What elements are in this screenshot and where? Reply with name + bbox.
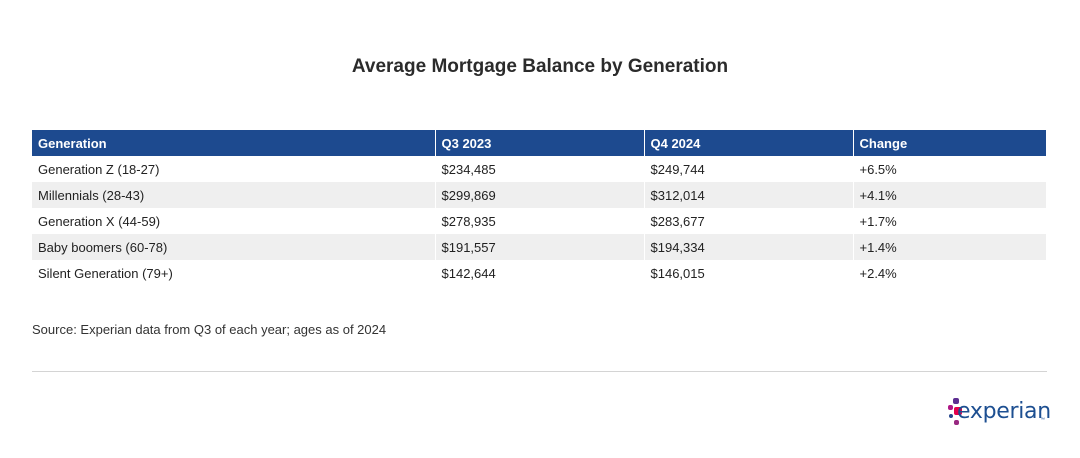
cell-q4-2024: $312,014 <box>643 182 853 208</box>
cell-q4-2024: $249,744 <box>643 156 853 182</box>
cell-change: +4.1% <box>852 182 1046 208</box>
cell-q3-2023: $299,869 <box>434 182 644 208</box>
cell-generation: Generation X (44-59) <box>38 213 161 229</box>
cell-q3-2023: $142,644 <box>434 260 644 286</box>
header-q4-2024: Q4 2024 <box>643 130 853 156</box>
header-generation: Generation <box>32 130 435 156</box>
table-row: Baby boomers (60-78) $191,557 $194,334 +… <box>32 234 1046 260</box>
header-change: Change <box>852 130 1046 156</box>
logo-wordmark: experian <box>957 399 1051 424</box>
experian-logo: experian ™ <box>948 398 1051 432</box>
table-row: Silent Generation (79+) $142,644 $146,01… <box>32 260 1046 286</box>
cell-q3-2023: $234,485 <box>434 156 644 182</box>
table-row: Generation X (44-59) $278,935 $283,677 +… <box>32 208 1046 234</box>
cell-q4-2024: $283,677 <box>643 208 853 234</box>
cell-change: +1.4% <box>852 234 1046 260</box>
logo-trademark: ™ <box>1040 417 1045 423</box>
source-note: Source: Experian data from Q3 of each ye… <box>32 322 387 337</box>
cell-generation: Silent Generation (79+) <box>38 265 173 281</box>
cell-generation: Baby boomers (60-78) <box>32 234 435 260</box>
cell-change: +1.7% <box>852 208 1046 234</box>
table-row: Generation Z (18-27) $234,485 $249,744 +… <box>32 156 1046 182</box>
cell-q3-2023: $278,935 <box>434 208 644 234</box>
cell-change: +2.4% <box>852 260 1046 286</box>
header-q3-2023: Q3 2023 <box>434 130 644 156</box>
logo-dots-icon <box>948 398 962 430</box>
table-header-row: Generation Q3 2023 Q4 2024 Change <box>32 130 1046 156</box>
cell-generation: Generation Z (18-27) <box>38 161 160 177</box>
cell-q4-2024: $194,334 <box>643 234 853 260</box>
table-row: Millennials (28-43) $299,869 $312,014 +4… <box>32 182 1046 208</box>
cell-generation: Millennials (28-43) <box>32 182 435 208</box>
chart-title: Average Mortgage Balance by Generation <box>351 56 729 77</box>
mortgage-table: Generation Q3 2023 Q4 2024 Change Genera… <box>32 130 1046 286</box>
divider <box>32 371 1047 372</box>
cell-q4-2024: $146,015 <box>643 260 853 286</box>
cell-change: +6.5% <box>852 156 1046 182</box>
cell-q3-2023: $191,557 <box>434 234 644 260</box>
